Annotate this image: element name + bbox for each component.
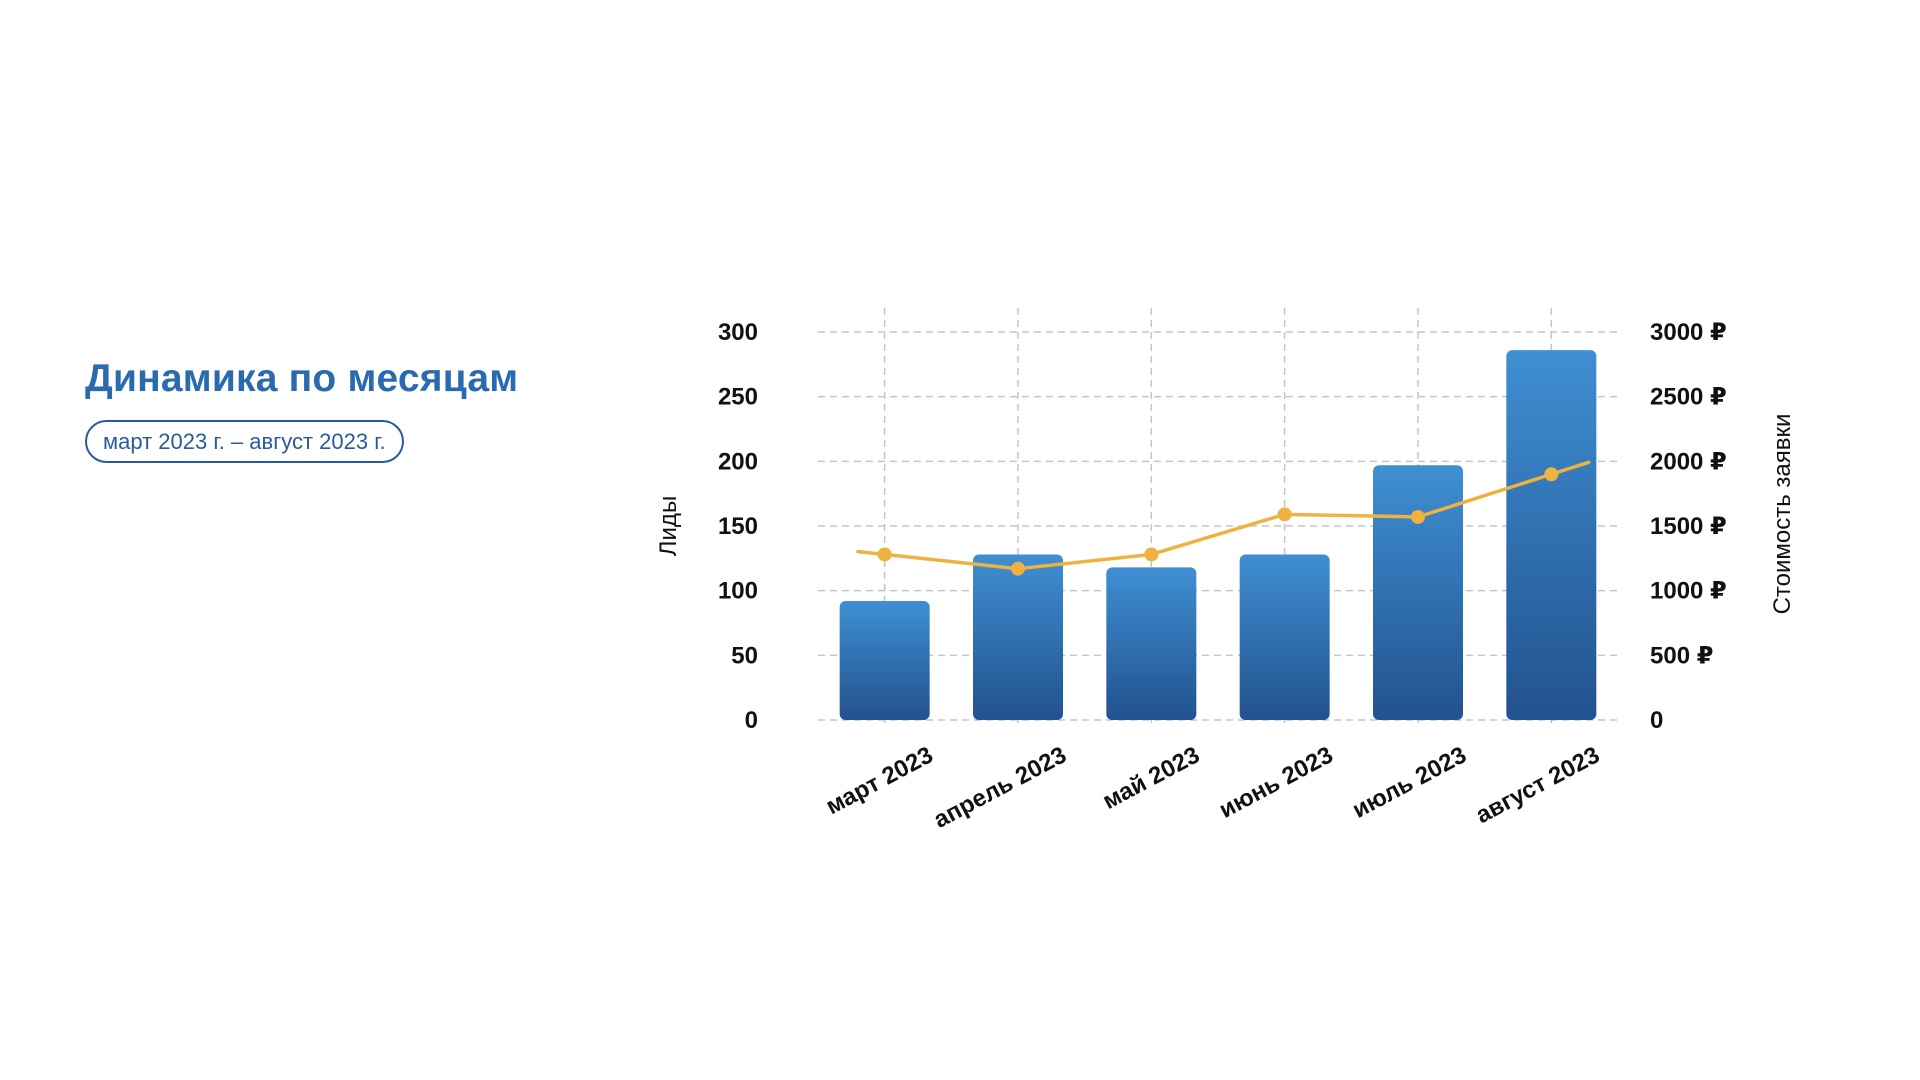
y-tick-right: 0	[1650, 707, 1663, 734]
y-tick-right: 1500 ₽	[1650, 513, 1727, 540]
y-axis-title-left: Лиды	[655, 496, 682, 556]
cost-line	[856, 460, 1591, 571]
line-point	[1544, 467, 1559, 482]
y-tick-right: 2500 ₽	[1650, 384, 1727, 411]
y-tick-left: 100	[718, 578, 758, 605]
x-tick-label: июль 2023	[1348, 741, 1471, 823]
y-tick-left: 250	[718, 384, 758, 411]
x-tick-label: май 2023	[1098, 741, 1204, 814]
bar	[1239, 554, 1330, 720]
line-point	[1011, 561, 1025, 576]
line-point	[1144, 547, 1159, 562]
y-tick-left: 300	[718, 319, 758, 346]
bar	[839, 601, 930, 720]
bar	[1506, 350, 1597, 720]
x-tick-label: апрель 2023	[929, 741, 1071, 833]
line-point	[1277, 507, 1292, 522]
y-tick-left: 50	[731, 642, 758, 669]
y-tick-right: 3000 ₽	[1650, 319, 1727, 346]
bar	[973, 554, 1063, 720]
line-series	[856, 460, 1591, 576]
x-tick-label: июнь 2023	[1215, 741, 1338, 823]
y-tick-right: 2000 ₽	[1650, 448, 1727, 475]
grid	[818, 308, 1618, 728]
y-tick-left: 150	[718, 513, 758, 540]
y-tick-right: 500 ₽	[1650, 642, 1713, 669]
y-tick-right: 1000 ₽	[1650, 578, 1727, 605]
bar	[1373, 465, 1463, 720]
y-axis-title-right: Стоимость заявки	[1769, 414, 1796, 615]
y-tick-left: 200	[718, 448, 758, 475]
axis-labels: 0 0 50 500 ₽ 100 1000 ₽ 150 1500 ₽ 200 2000 ₽ 250 2…	[655, 319, 1796, 834]
x-tick-label: август 2023	[1471, 741, 1604, 829]
y-tick-left: 0	[745, 707, 758, 734]
page-title: Динамика по месяцам	[85, 357, 519, 400]
bar	[1106, 567, 1197, 720]
x-tick-label: март 2023	[822, 741, 938, 820]
line-point	[877, 547, 892, 562]
period-badge: март 2023 г. – август 2023 г.	[85, 420, 404, 463]
bar-series	[839, 350, 1597, 720]
line-point	[1411, 509, 1425, 524]
